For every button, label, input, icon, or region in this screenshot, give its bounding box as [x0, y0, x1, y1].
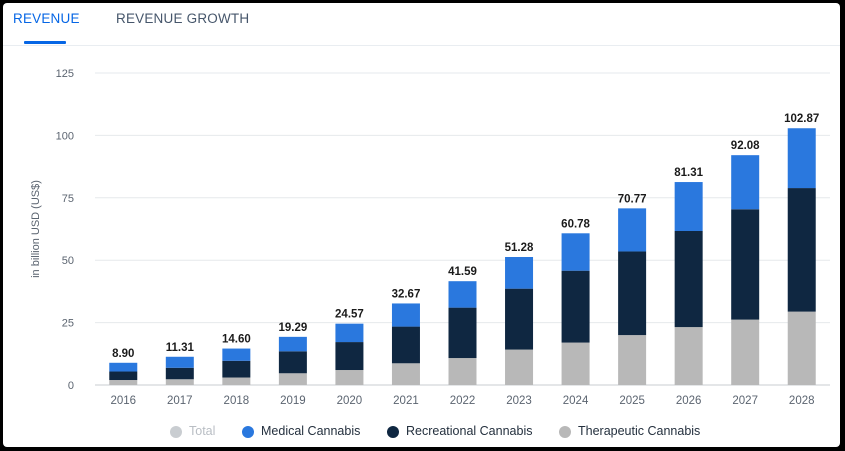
legend-label-recreational: Recreational Cannabis [406, 424, 533, 438]
bar-therapeutic-2019 [278, 373, 307, 385]
x-tick-label: 2026 [676, 395, 702, 407]
stacked-bar-chart: 0 25 50 75 100 125 in billion USD (US$) 8.90 201… [30, 68, 830, 407]
chart-legend: Total Medical Cannabis Recreational Cann… [3, 421, 840, 443]
bar-therapeutic-2016 [109, 380, 138, 385]
x-tick-label: 2022 [450, 395, 476, 407]
legend-label-total: Total [189, 424, 216, 438]
total-label-2022: 41.59 [448, 266, 477, 278]
total-label-2021: 32.67 [392, 288, 421, 300]
x-tick-label: 2023 [506, 395, 532, 407]
legend-marker-total [170, 426, 182, 438]
bar-therapeutic-2028 [787, 311, 816, 385]
y-tick-label: 0 [68, 380, 74, 392]
x-tick-label: 2017 [167, 395, 193, 407]
x-tick-label: 2028 [789, 395, 815, 407]
total-label-2024: 60.78 [561, 218, 590, 230]
bar-medical-2018 [222, 348, 251, 361]
bar-medical-2028 [787, 128, 816, 189]
bar-recreational-2028 [787, 188, 816, 312]
bar-therapeutic-2022 [448, 358, 477, 385]
bar-recreational-2020 [335, 342, 364, 371]
bar-recreational-2018 [222, 360, 251, 378]
bar-medical-2027 [731, 155, 760, 210]
bar-recreational-2019 [278, 351, 307, 374]
y-tick-label: 75 [62, 193, 74, 205]
bar-therapeutic-2018 [222, 377, 251, 385]
total-label-2017: 11.31 [166, 342, 195, 354]
legend-marker-medical [242, 426, 254, 438]
total-label-2020: 24.57 [335, 309, 364, 321]
bar-therapeutic-2027 [731, 319, 760, 385]
bar-therapeutic-2020 [335, 370, 364, 385]
bar-recreational-2022 [448, 307, 477, 359]
total-label-2016: 8.90 [112, 348, 134, 360]
bar-recreational-2016 [109, 371, 138, 381]
legend-label-therapeutic: Therapeutic Cannabis [578, 424, 701, 438]
y-tick-label: 50 [62, 255, 74, 267]
bar-therapeutic-2026 [674, 327, 703, 385]
y-tick-label: 125 [56, 68, 74, 80]
bar-medical-2019 [278, 336, 307, 352]
bar-recreational-2027 [731, 209, 760, 320]
legend-label-medical: Medical Cannabis [261, 424, 361, 438]
bar-medical-2020 [335, 323, 364, 343]
total-label-2018: 14.60 [222, 334, 251, 346]
x-tick-label: 2020 [337, 395, 363, 407]
x-tick-label: 2019 [280, 395, 306, 407]
bar-therapeutic-2024 [561, 342, 590, 385]
tab-bar: REVENUE REVENUE GROWTH [3, 3, 840, 46]
x-tick-label: 2025 [619, 395, 645, 407]
bar-therapeutic-2025 [618, 335, 647, 385]
bar-medical-2026 [674, 182, 703, 231]
chart-panel: REVENUE REVENUE GROWTH 0 25 50 75 100 125 in b… [3, 3, 840, 447]
x-tick-label: 2024 [563, 395, 589, 407]
y-axis-title: in billion USD (US$) [30, 180, 42, 278]
total-label-2025: 70.77 [618, 193, 647, 205]
bar-medical-2022 [448, 281, 477, 308]
bar-medical-2025 [618, 208, 647, 252]
bar-medical-2017 [165, 356, 194, 368]
x-tick-label: 2018 [224, 395, 250, 407]
bar-therapeutic-2017 [165, 379, 194, 385]
total-label-2028: 102.87 [784, 113, 819, 125]
total-label-2026: 81.31 [674, 167, 703, 179]
legend-marker-therapeutic [559, 426, 571, 438]
bar-medical-2023 [505, 257, 534, 289]
bar-recreational-2021 [391, 326, 420, 364]
bar-recreational-2023 [505, 288, 534, 350]
x-tick-label: 2016 [110, 395, 136, 407]
bar-recreational-2025 [618, 251, 647, 336]
y-tick-label: 100 [56, 130, 74, 142]
bar-medical-2021 [391, 303, 420, 327]
x-tick-label: 2027 [732, 395, 758, 407]
y-tick-label: 25 [62, 318, 74, 330]
bar-therapeutic-2023 [505, 349, 534, 385]
bar-recreational-2026 [674, 230, 703, 328]
legend-marker-recreational [387, 426, 399, 438]
bar-therapeutic-2021 [391, 363, 420, 385]
tab-revenue[interactable]: REVENUE [13, 11, 80, 26]
bar-recreational-2017 [165, 367, 194, 380]
bar-medical-2016 [109, 362, 138, 372]
total-label-2027: 92.08 [731, 140, 760, 152]
x-tick-label: 2021 [393, 395, 419, 407]
tab-revenue-growth[interactable]: REVENUE GROWTH [116, 11, 250, 26]
bar-recreational-2024 [561, 270, 590, 343]
bar-medical-2024 [561, 233, 590, 271]
total-label-2019: 19.29 [278, 322, 307, 334]
active-tab-indicator [24, 41, 66, 44]
total-label-2023: 51.28 [505, 242, 534, 254]
